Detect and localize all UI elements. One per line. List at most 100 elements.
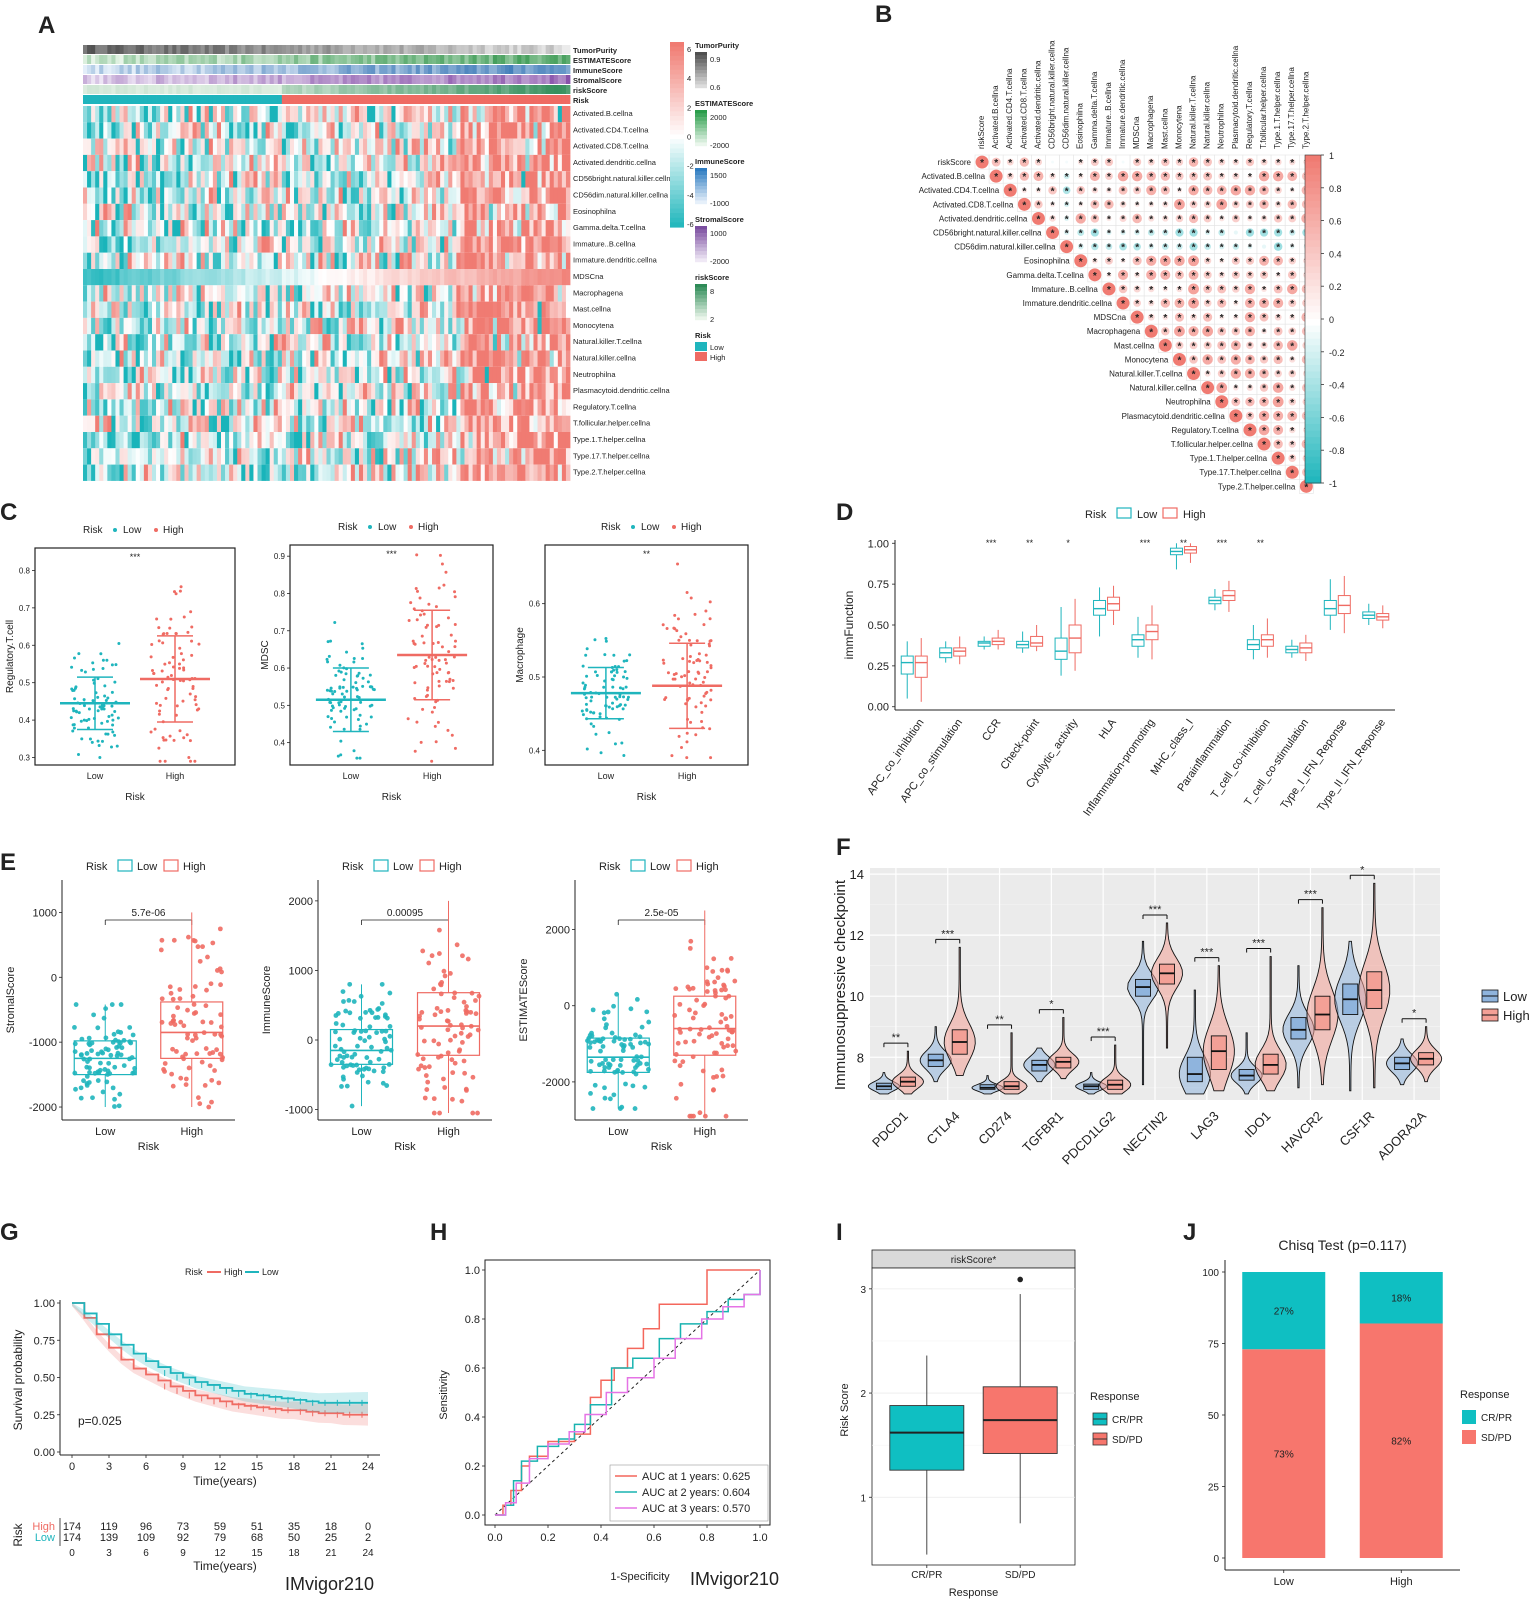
heatmap-cell xyxy=(464,383,469,400)
annotation-cell xyxy=(565,95,571,104)
annotation-cell xyxy=(253,75,258,84)
corr-circle xyxy=(1049,172,1056,180)
heatmap-cell xyxy=(241,448,246,465)
legend-tick: High xyxy=(710,353,725,362)
corr-star: * xyxy=(1234,384,1238,395)
heatmap-cell xyxy=(261,464,267,481)
heatmap-cell xyxy=(342,269,348,286)
heatmap-cell xyxy=(330,138,336,155)
heatmap-cell xyxy=(180,252,185,269)
corr-star: * xyxy=(1206,384,1210,395)
heatmap-cell xyxy=(200,334,206,351)
heatmap-cell xyxy=(468,236,473,253)
corr-star: * xyxy=(1177,172,1181,183)
corr-star: * xyxy=(1290,172,1294,183)
annotation-cell xyxy=(139,45,145,54)
heatmap-cell xyxy=(225,154,230,172)
heatmap-cell xyxy=(427,171,433,188)
data-point xyxy=(73,697,77,701)
heatmap-cell xyxy=(363,464,368,481)
heatmap-cell xyxy=(468,154,473,172)
heatmap-cell xyxy=(204,383,210,400)
legend-gradient xyxy=(695,128,707,132)
corr-star: * xyxy=(1248,426,1252,437)
heatmap-cell xyxy=(480,138,486,155)
legend-tick: -2000 xyxy=(710,257,729,266)
heatmap-cell xyxy=(180,187,185,204)
data-point xyxy=(418,596,422,600)
heatmap-cell xyxy=(472,122,478,139)
corr-scale-tick: 0.4 xyxy=(1329,249,1342,259)
annotation-cell xyxy=(289,95,295,104)
data-point xyxy=(85,719,89,723)
heatmap-cell xyxy=(229,252,234,269)
corr-circle xyxy=(1218,158,1226,166)
annotation-cell xyxy=(395,95,400,104)
heatmap-cell xyxy=(492,154,498,172)
data-point xyxy=(356,717,360,721)
annotation-cell xyxy=(476,45,482,54)
heatmap-cell xyxy=(334,187,340,204)
heatmap-cell xyxy=(537,415,542,432)
heatmap-cell xyxy=(537,399,542,416)
heatmap-cell xyxy=(464,366,469,384)
heatmap-cell xyxy=(220,106,226,123)
heatmap-cell xyxy=(172,366,177,384)
heatmap-cell xyxy=(151,399,157,416)
corr-star: * xyxy=(1276,172,1280,183)
annotation-cell xyxy=(281,95,287,104)
heatmap-cell xyxy=(298,317,303,335)
annotation-cell xyxy=(411,75,417,84)
heatmap-cell xyxy=(180,285,185,302)
annotation-cell xyxy=(480,55,486,64)
heatmap-cell xyxy=(184,187,189,204)
heatmap-cell xyxy=(83,383,88,400)
corr-star: * xyxy=(1290,341,1294,352)
heatmap-cell xyxy=(480,399,486,416)
heatmap-cell xyxy=(257,301,262,318)
heatmap-cell xyxy=(143,171,149,188)
corr-circle xyxy=(1091,257,1098,264)
heatmap-cell xyxy=(180,448,185,465)
data-point xyxy=(197,642,201,646)
heatmap-cell xyxy=(147,236,153,253)
heatmap-cell xyxy=(411,203,417,221)
heatmap-cell xyxy=(220,154,226,172)
heatmap-cell xyxy=(269,399,275,416)
annotation-cell xyxy=(188,95,193,104)
heatmap-cell xyxy=(391,317,396,335)
heatmap-cell xyxy=(358,334,364,351)
annotation-cell xyxy=(444,95,449,104)
legend-title: Risk xyxy=(338,522,358,533)
heatmap-cell xyxy=(464,122,469,139)
heatmap-cell xyxy=(131,301,137,318)
heatmap-cell xyxy=(456,187,461,204)
heatmap-cell xyxy=(212,317,218,335)
heatmap-cell xyxy=(338,301,344,318)
corr-star: * xyxy=(1135,200,1139,211)
heatmap-cell xyxy=(273,464,279,481)
annotation-cell xyxy=(346,55,352,64)
heatmap-cell xyxy=(265,317,271,335)
annotation-cell xyxy=(505,45,510,54)
heatmap-cell xyxy=(334,236,340,253)
heatmap-cell xyxy=(354,448,360,465)
heatmap-cell xyxy=(565,187,571,204)
heatmap-cell xyxy=(225,366,230,384)
heatmap-cell xyxy=(249,138,254,155)
heatmap-cell xyxy=(375,122,380,139)
heatmap-cell xyxy=(151,187,157,204)
annotation-cell xyxy=(294,65,299,74)
heatmap-cell xyxy=(188,301,193,318)
corr-circle xyxy=(1172,352,1186,366)
heatmap-cell xyxy=(91,301,96,318)
corr-star: * xyxy=(1149,257,1153,268)
heatmap-cell xyxy=(525,301,530,318)
corr-scale-segment xyxy=(1305,266,1321,274)
corr-circle xyxy=(1285,465,1299,479)
heatmap-cell xyxy=(387,122,392,139)
annotation-cell xyxy=(557,95,563,104)
data-point xyxy=(169,617,173,621)
annotation-cell xyxy=(237,85,242,94)
